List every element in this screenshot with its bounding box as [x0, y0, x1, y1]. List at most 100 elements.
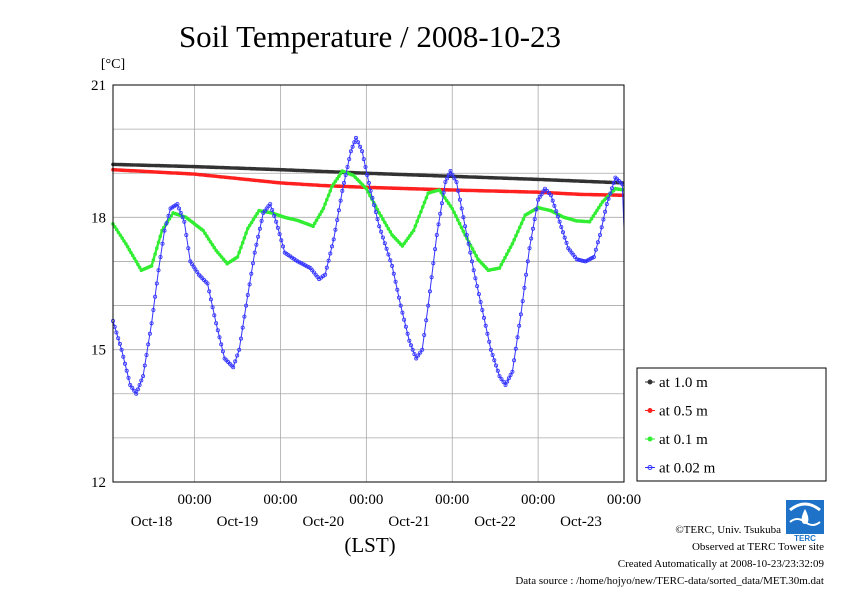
- series-point: [598, 202, 603, 207]
- series-point: [415, 219, 420, 224]
- series-point: [550, 198, 555, 203]
- series-point: [217, 335, 222, 340]
- series-point: [335, 176, 340, 181]
- series-point: [326, 193, 331, 198]
- series-point: [587, 219, 592, 224]
- series-point: [212, 245, 217, 250]
- plot-grid: [113, 85, 625, 482]
- series-point: [473, 276, 478, 281]
- series-point: [448, 204, 453, 208]
- series-point: [481, 315, 486, 320]
- series-point: [363, 164, 368, 169]
- series-point: [404, 239, 408, 243]
- series-point: [547, 191, 552, 196]
- series-point: [501, 379, 506, 384]
- x-tick-time: 00:00: [178, 492, 212, 508]
- series-point: [135, 387, 140, 392]
- series-point: [437, 188, 442, 192]
- legend-marker: [647, 465, 653, 470]
- series-point: [178, 210, 183, 215]
- series-point: [312, 221, 317, 226]
- series-point: [240, 240, 245, 245]
- series-point: [497, 374, 502, 379]
- x-tick-date: Oct-20: [303, 514, 345, 530]
- series-point: [379, 229, 384, 234]
- x-axis-label: (LST): [344, 533, 395, 557]
- series-point: [142, 363, 147, 368]
- series-point: [431, 261, 436, 266]
- series-point: [205, 234, 209, 239]
- series-point: [574, 257, 579, 262]
- series-point: [375, 217, 380, 222]
- series-point: [328, 189, 333, 193]
- series-point: [564, 240, 569, 245]
- series-point: [446, 201, 451, 206]
- series-point: [177, 206, 182, 211]
- series-point: [438, 211, 443, 216]
- series-point: [247, 282, 252, 287]
- series-point: [405, 331, 410, 336]
- x-tick-time: 00:00: [263, 492, 297, 508]
- series-point: [459, 206, 464, 211]
- series-point: [480, 307, 485, 312]
- series-point: [180, 215, 185, 220]
- series-point: [603, 209, 608, 214]
- legend-label: at 0.02 m: [659, 461, 716, 477]
- series-point: [468, 250, 473, 255]
- series-point: [510, 242, 515, 246]
- legend: at 1.0 m at 0.5 m at 0.1 m at 0.02 m: [636, 367, 827, 482]
- series-point: [149, 264, 154, 268]
- series-point: [390, 263, 395, 268]
- series-point: [448, 168, 453, 173]
- series-point: [525, 259, 530, 264]
- series-point: [331, 182, 336, 186]
- series-point: [122, 239, 126, 243]
- series-point: [268, 202, 273, 207]
- series-point: [450, 206, 455, 211]
- series-point: [384, 246, 389, 251]
- series-point: [510, 369, 515, 374]
- y-axis-unit: [°C]: [101, 57, 125, 72]
- series-point: [328, 251, 333, 256]
- series-point: [539, 192, 544, 197]
- series-point: [118, 233, 123, 238]
- series-point: [589, 217, 594, 221]
- series-point: [532, 217, 537, 222]
- y-tick-label: 12: [91, 475, 106, 491]
- series-point: [492, 358, 497, 363]
- series-point: [219, 342, 224, 347]
- series-point: [113, 225, 117, 229]
- series-point: [324, 197, 329, 202]
- series-point: [417, 214, 421, 219]
- series-point: [485, 331, 490, 336]
- series-point: [216, 250, 220, 255]
- series-point: [207, 289, 212, 294]
- series-point: [601, 217, 606, 222]
- logo-text: TERC: [794, 534, 816, 543]
- series-point: [137, 265, 142, 270]
- series-point: [201, 228, 206, 233]
- series-point: [446, 172, 451, 177]
- series-point: [504, 252, 509, 257]
- series-point: [279, 238, 284, 243]
- series-point: [146, 342, 151, 347]
- series-point: [277, 232, 282, 237]
- series-point: [400, 244, 405, 248]
- series-point: [599, 225, 604, 230]
- series-point: [461, 215, 466, 220]
- series-point: [520, 299, 525, 304]
- series-point: [304, 264, 309, 269]
- series-point: [144, 352, 149, 357]
- series-point: [517, 225, 522, 230]
- series-point: [141, 374, 146, 379]
- series-point: [557, 219, 562, 224]
- series-point: [331, 237, 336, 242]
- legend-box: [636, 367, 827, 482]
- series-point: [426, 303, 431, 308]
- series-point: [136, 262, 140, 267]
- series-point: [499, 262, 504, 267]
- series-point: [191, 264, 196, 269]
- series-point: [381, 217, 385, 222]
- series-point: [576, 257, 581, 262]
- legend-label: at 0.5 m: [659, 404, 708, 420]
